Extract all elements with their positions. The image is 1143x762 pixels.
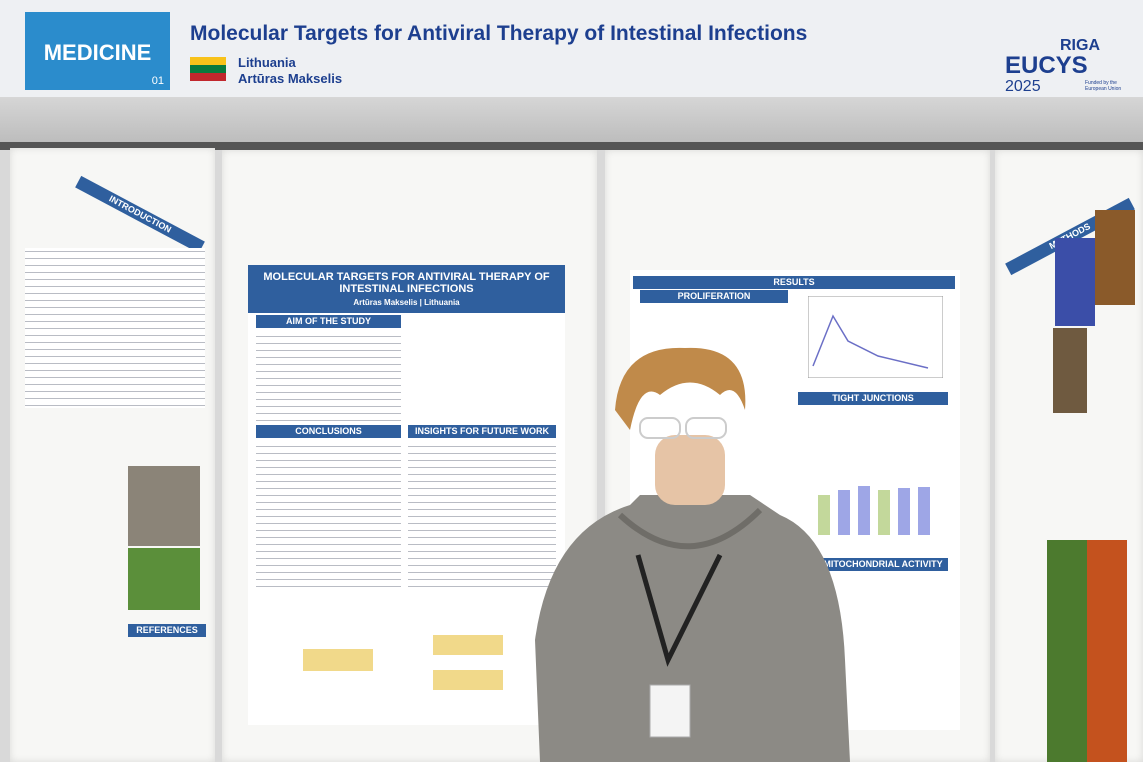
left-panel: INTRODUCTION REFERENCES bbox=[10, 148, 215, 762]
text-block bbox=[25, 248, 205, 408]
diagram-cells bbox=[303, 649, 373, 671]
bar-chart bbox=[818, 486, 930, 535]
text-block bbox=[256, 333, 401, 421]
section-header: INSIGHTS FOR FUTURE WORK bbox=[408, 425, 556, 438]
section-header: MITOCHONDRIAL ACTIVITY bbox=[818, 558, 948, 571]
diagram-cells bbox=[433, 635, 503, 655]
logo-city: RIGA bbox=[1060, 37, 1100, 54]
beam bbox=[0, 97, 1143, 142]
flag bbox=[190, 57, 226, 81]
section-header: PROLIFERATION bbox=[640, 290, 788, 303]
line-chart bbox=[808, 296, 943, 378]
diagram-cells bbox=[433, 670, 503, 690]
poster-byline: Artūras Makselis | Lithuania bbox=[353, 298, 460, 307]
logo-funding: Funded by the European Union bbox=[1085, 80, 1122, 92]
micrograph bbox=[1055, 238, 1095, 326]
section-header: TIGHT JUNCTIONS bbox=[798, 392, 948, 405]
logo-year: 2025 bbox=[1005, 78, 1041, 95]
poster-title: MOLECULAR TARGETS FOR ANTIVIRAL THERAPY … bbox=[248, 265, 565, 313]
logo-name: EUCYS bbox=[1005, 52, 1088, 79]
micrograph bbox=[128, 466, 200, 546]
header-band: MEDICINE 01 Molecular Targets for Antivi… bbox=[0, 0, 1143, 97]
text-block bbox=[256, 443, 401, 593]
section-header: CONCLUSIONS bbox=[256, 425, 401, 438]
micrograph bbox=[1047, 540, 1087, 762]
author: Artūras Makselis bbox=[238, 71, 343, 86]
micrograph bbox=[1087, 540, 1127, 762]
number: 01 bbox=[151, 75, 164, 87]
right-panel: METHODS bbox=[995, 150, 1143, 762]
results-title: RESULTS bbox=[633, 276, 955, 289]
beam-shadow bbox=[0, 142, 1143, 150]
center-left-panel: MOLECULAR TARGETS FOR ANTIVIRAL THERAPY … bbox=[222, 150, 597, 762]
text-block bbox=[408, 443, 556, 593]
micrograph bbox=[1053, 328, 1087, 413]
section-header: INTRODUCTION bbox=[75, 175, 205, 254]
person bbox=[535, 347, 850, 762]
country: Lithuania bbox=[238, 55, 296, 70]
category-box: MEDICINE 01 bbox=[25, 12, 170, 90]
title: Molecular Targets for Antiviral Therapy … bbox=[190, 22, 808, 45]
section-header: AIM OF THE STUDY bbox=[256, 315, 401, 328]
micrograph bbox=[128, 548, 200, 610]
section-header: REFERENCES bbox=[128, 624, 206, 637]
micrograph bbox=[1095, 210, 1135, 305]
category: MEDICINE bbox=[43, 40, 152, 65]
poster: MOLECULAR TARGETS FOR ANTIVIRAL THERAPY … bbox=[248, 265, 565, 725]
